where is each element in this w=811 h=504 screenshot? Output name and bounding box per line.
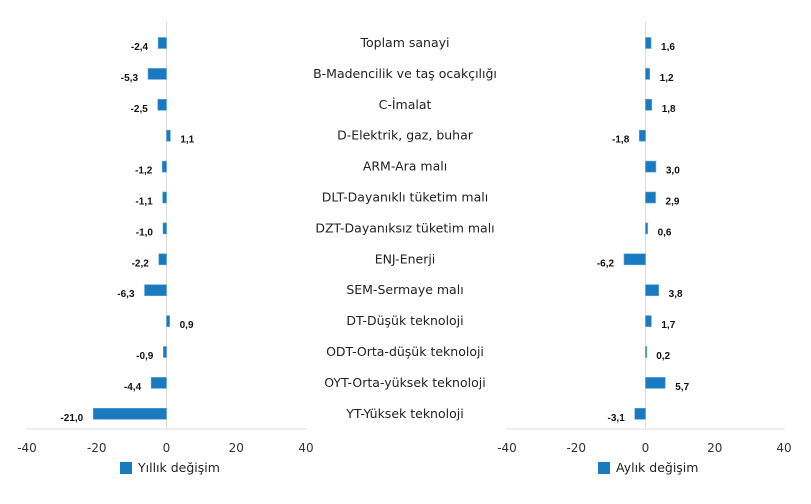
data-label: -6,2 <box>597 258 615 269</box>
bar <box>645 377 666 389</box>
bar <box>162 160 167 173</box>
data-label: -2,4 <box>131 42 149 53</box>
x-tick-label: 20 <box>229 441 244 455</box>
monthly-change-panel: 1,6 1,2 1,8 -1,8 3,0 2,9 0,6 -6,2 3,8 1,7 0,2 5,7 -3… <box>497 22 792 475</box>
legend-label: Yıllık değişim <box>137 460 220 475</box>
category-label: OYT-Orta-yüksek teknoloji <box>324 375 485 390</box>
bar <box>150 377 167 389</box>
x-tick-label: 20 <box>707 441 722 455</box>
data-label: -0,9 <box>136 351 154 362</box>
data-label: -1,2 <box>135 166 153 177</box>
data-label: 3,0 <box>666 166 680 177</box>
category-label: DLT-Dayanıklı tüketim malı <box>322 190 488 205</box>
bar <box>645 284 659 297</box>
x-tick-label: -40 <box>17 441 37 455</box>
bar <box>166 129 171 142</box>
bar <box>645 222 648 235</box>
data-label: 2,9 <box>666 197 680 208</box>
data-label: -4,4 <box>124 382 142 393</box>
data-label: 5,7 <box>675 382 689 393</box>
category-labels: Toplam sanayi B-Madencilik ve taş ocakçıl… <box>313 35 497 421</box>
annual-change-panel: -2,4 -5,3 -2,5 1,1 -1,2 -1,1 -1,0 -2,2 -6,3 0,9 -0… <box>17 22 314 475</box>
data-label: 0,9 <box>180 320 194 331</box>
legend-label: Aylık değişim <box>616 460 698 475</box>
data-label: -6,3 <box>117 289 135 300</box>
legend-swatch <box>120 462 132 474</box>
data-label: 3,8 <box>669 289 683 300</box>
x-tick-label: 0 <box>642 441 650 455</box>
category-label: C-İmalat <box>379 97 432 112</box>
data-label: -2,2 <box>132 258 150 269</box>
category-label: DZT-Dayanıksız tüketim malı <box>315 220 494 235</box>
data-label: 1,8 <box>662 104 676 115</box>
bar <box>157 37 167 49</box>
category-label: DT-Düşük teknoloji <box>346 313 463 328</box>
data-label: -2,5 <box>131 104 149 115</box>
bar <box>147 68 167 80</box>
data-label: -3,1 <box>608 413 626 424</box>
data-label: 1,6 <box>661 42 675 53</box>
data-label: 0,2 <box>656 351 670 362</box>
x-tick-label: 40 <box>298 441 313 455</box>
bar <box>157 99 167 111</box>
category-label: Toplam sanayi <box>359 35 449 50</box>
bar <box>162 222 167 235</box>
data-label: 0,6 <box>658 227 672 238</box>
x-tick-label: -20 <box>566 441 586 455</box>
bar <box>162 191 167 204</box>
category-label: SEM-Sermaye malı <box>346 282 463 297</box>
bar <box>166 315 170 327</box>
bar <box>645 99 653 111</box>
category-label: ODT-Orta-düşük teknoloji <box>326 344 484 359</box>
x-tick-label: 40 <box>776 441 791 455</box>
bar <box>645 37 652 49</box>
bar <box>623 253 646 266</box>
data-label: -5,3 <box>121 73 139 84</box>
category-label: ARM-Ara malı <box>363 159 447 174</box>
bar <box>634 407 646 420</box>
bar <box>645 346 648 358</box>
bar <box>645 191 656 204</box>
x-tick-label: 0 <box>163 441 171 455</box>
category-label: B-Madencilik ve taş ocakçılığı <box>313 66 497 81</box>
category-label: ENJ-Enerji <box>375 251 436 266</box>
x-tick-label: -40 <box>497 441 517 455</box>
bar <box>638 129 646 142</box>
data-label: -1,8 <box>612 135 630 146</box>
category-label: YT-Yüksek teknoloji <box>345 406 463 421</box>
bar <box>645 315 652 327</box>
bar <box>645 160 657 173</box>
bar <box>158 253 167 266</box>
bar <box>645 68 650 80</box>
data-label: -1,0 <box>136 227 154 238</box>
data-label: -21,0 <box>60 413 83 424</box>
data-label: -1,1 <box>135 197 153 208</box>
data-label: 1,2 <box>660 73 674 84</box>
bar <box>144 284 167 297</box>
legend: Aylık değişim <box>598 460 698 475</box>
x-tick-label: -20 <box>87 441 107 455</box>
legend-swatch <box>598 462 610 474</box>
bar <box>92 407 167 420</box>
data-label: 1,7 <box>661 320 675 331</box>
bar <box>163 346 167 358</box>
legend: Yıllık değişim <box>120 460 220 475</box>
data-label: 1,1 <box>180 135 194 146</box>
category-label: D-Elektrik, gaz, buhar <box>337 128 474 143</box>
